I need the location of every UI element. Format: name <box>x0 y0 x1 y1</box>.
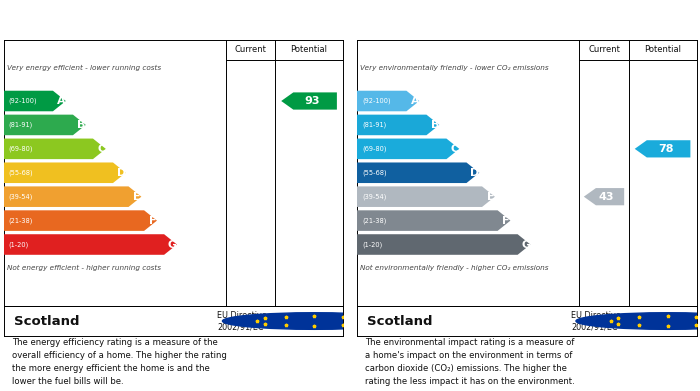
Text: Environmental Impact (CO₂) Rating: Environmental Impact (CO₂) Rating <box>362 19 594 32</box>
Text: (39-54): (39-54) <box>8 194 33 200</box>
Polygon shape <box>4 91 66 111</box>
Polygon shape <box>357 187 495 207</box>
Text: The environmental impact rating is a measure of
a home's impact on the environme: The environmental impact rating is a mea… <box>365 339 575 386</box>
Text: Not energy efficient - higher running costs: Not energy efficient - higher running co… <box>7 264 161 271</box>
Text: (92-100): (92-100) <box>362 98 391 104</box>
Text: A: A <box>57 96 66 106</box>
Text: Scotland: Scotland <box>368 314 433 328</box>
Text: Potential: Potential <box>644 45 681 54</box>
Text: EU Directive
2002/91/EC: EU Directive 2002/91/EC <box>571 311 621 331</box>
Text: (55-68): (55-68) <box>8 170 33 176</box>
Text: Very environmentally friendly - lower CO₂ emissions: Very environmentally friendly - lower CO… <box>360 65 549 71</box>
Text: D: D <box>470 168 480 178</box>
Text: B: B <box>77 120 85 130</box>
Polygon shape <box>357 138 459 159</box>
Polygon shape <box>4 115 86 135</box>
Text: Very energy efficient - lower running costs: Very energy efficient - lower running co… <box>7 65 161 71</box>
Text: (69-80): (69-80) <box>362 145 386 152</box>
Polygon shape <box>635 140 690 158</box>
Text: G: G <box>168 240 177 249</box>
Polygon shape <box>357 115 440 135</box>
Text: The energy efficiency rating is a measure of the
overall efficiency of a home. T: The energy efficiency rating is a measur… <box>12 339 227 386</box>
Polygon shape <box>357 210 510 231</box>
Polygon shape <box>357 91 419 111</box>
Polygon shape <box>4 163 126 183</box>
Circle shape <box>223 313 406 329</box>
Text: 93: 93 <box>304 96 320 106</box>
Polygon shape <box>584 188 624 205</box>
Text: Current: Current <box>234 45 267 54</box>
Text: (69-80): (69-80) <box>8 145 33 152</box>
Text: (21-38): (21-38) <box>8 217 33 224</box>
Text: EU Directive
2002/91/EC: EU Directive 2002/91/EC <box>218 311 267 331</box>
Text: (92-100): (92-100) <box>8 98 37 104</box>
Text: (81-91): (81-91) <box>8 122 33 128</box>
Polygon shape <box>4 234 177 255</box>
Polygon shape <box>4 187 141 207</box>
Text: F: F <box>502 215 510 226</box>
Text: D: D <box>117 168 126 178</box>
Polygon shape <box>281 92 337 109</box>
Text: 78: 78 <box>658 144 673 154</box>
Text: (1-20): (1-20) <box>362 241 382 248</box>
Circle shape <box>576 313 700 329</box>
Text: C: C <box>97 144 106 154</box>
Text: Scotland: Scotland <box>14 314 79 328</box>
Text: (55-68): (55-68) <box>362 170 386 176</box>
Text: Energy Efficiency Rating: Energy Efficiency Rating <box>8 19 171 32</box>
Text: Not environmentally friendly - higher CO₂ emissions: Not environmentally friendly - higher CO… <box>360 264 549 271</box>
Text: (21-38): (21-38) <box>362 217 386 224</box>
Text: (39-54): (39-54) <box>362 194 386 200</box>
Polygon shape <box>4 138 106 159</box>
Text: A: A <box>410 96 419 106</box>
Polygon shape <box>4 210 157 231</box>
Text: B: B <box>430 120 439 130</box>
Text: (81-91): (81-91) <box>362 122 386 128</box>
Text: (1-20): (1-20) <box>8 241 29 248</box>
Text: E: E <box>133 192 141 202</box>
Text: F: F <box>148 215 156 226</box>
Text: E: E <box>486 192 494 202</box>
Text: 43: 43 <box>598 192 614 202</box>
Text: G: G <box>522 240 531 249</box>
Text: C: C <box>451 144 459 154</box>
Polygon shape <box>357 234 531 255</box>
Text: Current: Current <box>588 45 620 54</box>
Polygon shape <box>357 163 480 183</box>
Text: Potential: Potential <box>290 45 328 54</box>
